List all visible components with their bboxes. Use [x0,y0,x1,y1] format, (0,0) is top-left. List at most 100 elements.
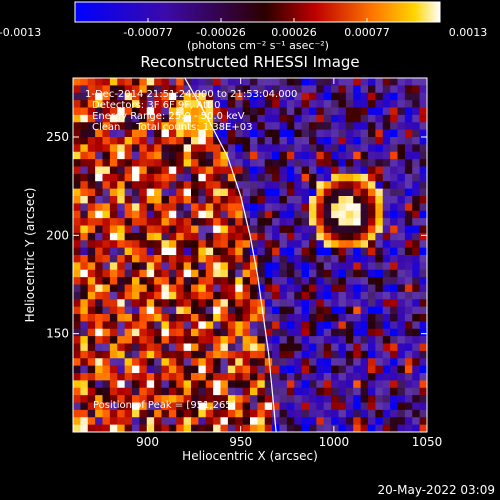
heatmap-cell [168,306,177,315]
heatmap-cell [168,196,177,204]
heatmap-cell [87,395,96,404]
heatmap-cell [87,358,96,367]
heatmap-cell [360,336,369,345]
heatmap-cell [257,373,266,381]
heatmap-cell [109,107,118,116]
heatmap-cell [109,144,118,153]
heatmap-cell [102,232,111,241]
heatmap-cell [109,336,118,345]
heatmap-cell [235,358,244,367]
heatmap-cell [220,196,229,204]
heatmap-cell [279,92,288,101]
heatmap-cell [80,358,89,367]
heatmap-cell [257,225,266,234]
heatmap-cell [154,299,163,308]
heatmap-cell [183,196,192,204]
heatmap-cell [124,159,133,168]
heatmap-cell [286,417,295,426]
heatmap-cell [368,100,376,109]
heatmap-cell [242,424,251,432]
heatmap-cell [87,255,96,263]
heatmap-cell [397,232,406,241]
heatmap-cell [250,232,258,241]
heatmap-cell [73,365,81,374]
heatmap-cell [368,78,376,86]
heatmap-cell [397,380,406,389]
heatmap-cell [360,269,369,278]
heatmap-cell [87,343,96,352]
heatmap-cell [205,100,214,109]
heatmap-cell [397,122,406,131]
heatmap-cell [168,78,177,86]
heatmap-cell [227,299,236,308]
heatmap-cell [338,299,347,308]
heatmap-cell [382,218,391,227]
heatmap-cell [109,343,118,352]
heatmap-cell [161,321,170,330]
heatmap-cell [375,269,384,278]
heatmap-cell [168,262,177,271]
heatmap-cell [109,424,118,432]
heatmap-cell [198,107,207,116]
heatmap-cell [301,417,310,426]
heatmap-cell [235,181,244,190]
heatmap-cell [235,424,244,432]
heatmap-cell [161,218,170,227]
heatmap-cell [117,151,126,160]
heatmap-cell [250,137,258,145]
heatmap-cell [375,137,384,145]
heatmap-cell [95,269,104,278]
heatmap-cell [272,92,281,101]
heatmap-cell [124,380,133,389]
heatmap-cell [161,299,170,308]
heatmap-cell [323,196,332,204]
heatmap-cell [345,373,354,381]
heatmap-cell [124,395,133,404]
heatmap-cell [124,409,133,418]
heatmap-cell [154,321,163,330]
heatmap-cell [183,409,192,418]
heatmap-cell [316,210,325,219]
heatmap-cell [390,107,399,116]
heatmap-cell [109,173,118,182]
heatmap-cell [205,277,214,286]
heatmap-cell [331,380,340,389]
heatmap-cell [368,240,376,249]
heatmap-cell [176,284,185,293]
heatmap-cell [309,358,317,367]
heatmap-cell [87,306,96,315]
heatmap-cell [168,107,177,116]
heatmap-cell [368,409,376,418]
heatmap-cell [390,291,399,300]
heatmap-cell [368,365,376,374]
heatmap-cell [227,306,236,315]
heatmap-cell [279,166,288,175]
heatmap-cell [80,196,89,204]
heatmap-cell [139,114,148,123]
heatmap-cell [345,203,354,212]
heatmap-cell [176,417,185,426]
heatmap-cell [353,373,362,381]
heatmap-cell [146,365,155,374]
heatmap-cell [301,232,310,241]
heatmap-cell [250,78,258,86]
heatmap-cell [338,262,347,271]
heatmap-cell [279,218,288,227]
heatmap-cell [272,203,281,212]
heatmap-cell [309,380,317,389]
heatmap-cell [154,188,163,197]
heatmap-cell [382,417,391,426]
heatmap-cell [205,284,214,293]
heatmap-cell [360,159,369,168]
heatmap-cell [117,159,126,168]
heatmap-cell [264,151,273,160]
heatmap-cell [264,159,273,168]
heatmap-cell [220,78,229,86]
heatmap-cell [80,129,89,138]
heatmap-cell [73,151,81,160]
heatmap-cell [205,262,214,271]
heatmap-cell [161,166,170,175]
heatmap-cell [95,387,104,396]
heatmap-cell [375,151,384,160]
heatmap-cell [301,409,310,418]
